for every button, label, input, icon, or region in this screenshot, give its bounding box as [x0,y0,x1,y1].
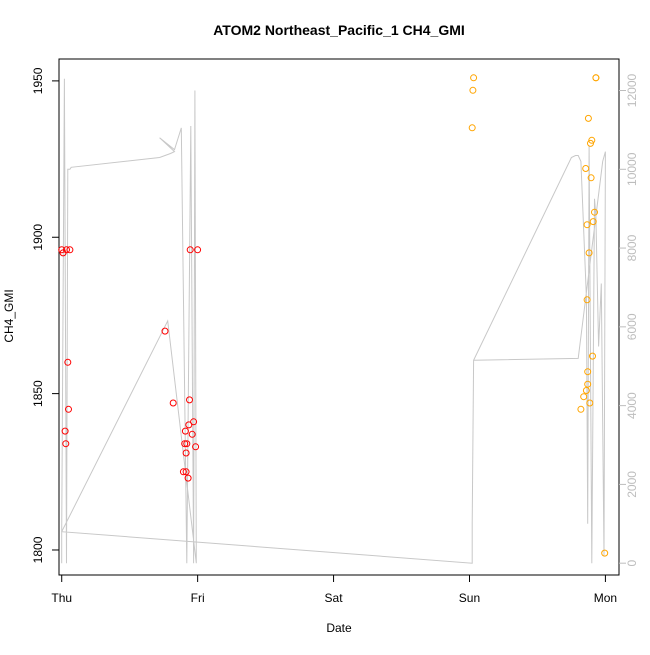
data-point [186,246,194,254]
data-point [588,136,596,144]
data-point [192,443,200,451]
y2-tick-label: 2000 [625,471,639,498]
data-point [582,165,590,172]
plot-frame [58,58,620,576]
y2-tick-label: 4000 [625,392,639,419]
data-point [181,427,189,435]
x-tick-label: Sun [459,591,480,605]
x-tick-label: Sat [325,591,344,605]
data-point [64,358,72,366]
y2-tick-label: 8000 [625,234,639,261]
y-tick-label: 1800 [31,536,45,563]
data-point [582,387,590,394]
data-point [587,174,595,182]
data-point [182,449,190,457]
data-point [587,139,594,147]
data-point [181,440,189,448]
data-point [183,440,191,448]
x-axis-label: Date [326,621,352,635]
data-point [583,221,591,229]
data-point [589,352,596,360]
secondary-altitude-layer [60,78,606,564]
y2-tick-label: 0 [625,560,639,567]
data-point [65,405,72,413]
data-point [601,549,609,557]
y-tick-label: 1850 [31,380,45,407]
data-point [584,368,592,376]
data-point [589,218,597,226]
data-point [62,440,70,448]
data-point [585,249,593,257]
data-point [179,468,187,476]
axes-layer: Thu Fri Sat Sun Mon 1800 1850 1900 1950 0 2000 4000… [31,67,639,605]
data-point [577,405,585,413]
data-point [592,74,600,82]
data-point [468,124,476,132]
data-point [580,393,588,401]
data-point [586,399,594,407]
y2-tick-label: 10000 [625,152,639,186]
data-point [469,86,477,94]
data-point [66,246,74,254]
y-tick-label: 1900 [31,224,45,251]
y-tick-label: 1950 [31,67,45,94]
data-point [188,430,196,438]
x-tick-label: Fri [191,591,205,605]
data-point [63,246,70,254]
x-tick-label: Mon [594,591,617,605]
data-point [470,74,478,82]
chart-title: ATOM2 Northeast_Pacific_1 CH4_GMI [213,22,465,38]
data-point [584,380,592,388]
data-point [190,418,198,426]
data-point [185,421,193,429]
data-point [584,114,592,122]
data-point [61,427,69,435]
y-axis-label: CH4_GMI [2,289,16,342]
altitude-line [60,78,606,564]
data-point [169,399,177,407]
data-point [591,208,598,216]
x-tick-label: Thu [51,591,72,605]
data-point [186,396,193,404]
data-point [161,327,169,335]
y2-tick-label: 6000 [625,313,639,340]
y2-tick-label: 12000 [625,74,639,108]
data-point [583,296,591,304]
data-point [184,474,192,482]
points-layer [58,74,609,557]
data-point [182,468,190,476]
data-point [194,246,202,254]
